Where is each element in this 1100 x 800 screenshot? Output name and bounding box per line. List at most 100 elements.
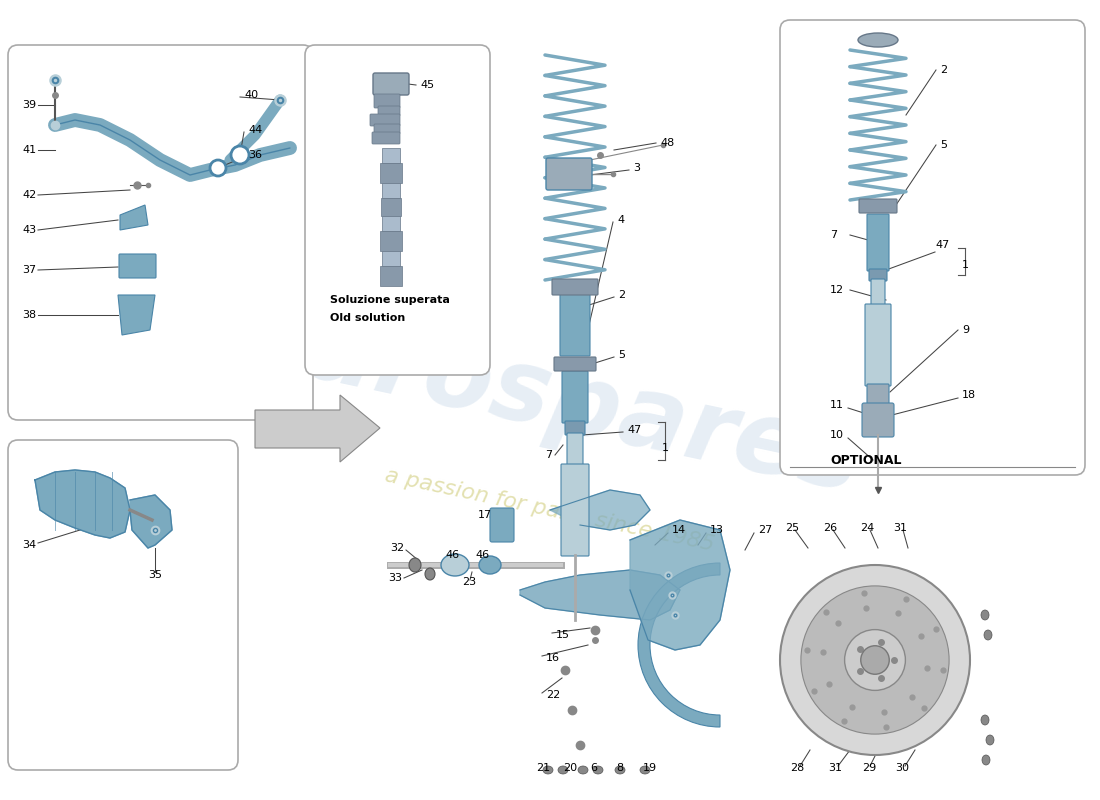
Text: 19: 19 [644, 763, 657, 773]
Text: 47: 47 [935, 240, 949, 250]
Text: Soluzione superata: Soluzione superata [330, 295, 450, 305]
FancyBboxPatch shape [566, 433, 583, 465]
Text: 5: 5 [940, 140, 947, 150]
FancyBboxPatch shape [869, 269, 887, 281]
Text: 21: 21 [536, 763, 550, 773]
Text: 23: 23 [462, 577, 476, 587]
Text: 5: 5 [618, 350, 625, 360]
Text: 2: 2 [618, 290, 625, 300]
Ellipse shape [640, 766, 650, 774]
FancyBboxPatch shape [373, 73, 409, 95]
FancyBboxPatch shape [565, 421, 585, 435]
Text: a passion for parts since 1985: a passion for parts since 1985 [384, 466, 716, 554]
Circle shape [860, 646, 889, 674]
Polygon shape [630, 520, 730, 650]
FancyBboxPatch shape [867, 214, 889, 271]
Text: 29: 29 [862, 763, 877, 773]
Text: 48: 48 [660, 138, 674, 148]
Text: 39: 39 [22, 100, 36, 110]
Text: 31: 31 [893, 523, 907, 533]
Text: 7: 7 [544, 450, 552, 460]
FancyBboxPatch shape [379, 266, 401, 286]
Text: 41: 41 [22, 145, 36, 155]
FancyBboxPatch shape [490, 508, 514, 542]
FancyBboxPatch shape [780, 20, 1085, 475]
FancyBboxPatch shape [862, 403, 894, 437]
Text: 45: 45 [420, 80, 434, 90]
Text: 9: 9 [962, 325, 969, 335]
Polygon shape [35, 470, 130, 538]
Ellipse shape [578, 766, 588, 774]
Ellipse shape [558, 766, 568, 774]
Ellipse shape [478, 556, 500, 574]
Ellipse shape [981, 610, 989, 620]
FancyBboxPatch shape [372, 132, 400, 144]
Text: 25: 25 [785, 523, 799, 533]
Ellipse shape [984, 630, 992, 640]
Text: 26: 26 [823, 523, 837, 533]
Text: 6: 6 [590, 763, 597, 773]
FancyBboxPatch shape [560, 294, 590, 356]
Circle shape [801, 586, 949, 734]
Text: 1: 1 [662, 443, 669, 453]
Text: 43: 43 [22, 225, 36, 235]
FancyBboxPatch shape [859, 199, 896, 213]
Text: 46: 46 [475, 550, 490, 560]
FancyBboxPatch shape [8, 440, 238, 770]
Ellipse shape [441, 554, 469, 576]
Text: 44: 44 [248, 125, 262, 135]
FancyBboxPatch shape [378, 106, 400, 116]
Text: 28: 28 [790, 763, 804, 773]
Text: 17: 17 [478, 510, 492, 520]
FancyBboxPatch shape [374, 124, 400, 134]
Circle shape [780, 565, 970, 755]
Text: 34: 34 [22, 540, 36, 550]
Ellipse shape [543, 766, 553, 774]
Polygon shape [255, 395, 380, 462]
FancyBboxPatch shape [554, 357, 596, 371]
FancyBboxPatch shape [382, 251, 400, 266]
FancyBboxPatch shape [381, 198, 402, 216]
Text: 37: 37 [22, 265, 36, 275]
Text: Old solution: Old solution [330, 313, 405, 323]
Text: 40: 40 [244, 90, 258, 100]
Polygon shape [520, 570, 680, 620]
Polygon shape [120, 205, 148, 230]
Text: 1: 1 [962, 260, 969, 270]
FancyBboxPatch shape [871, 279, 886, 306]
FancyBboxPatch shape [562, 371, 588, 423]
Text: 38: 38 [22, 310, 36, 320]
FancyBboxPatch shape [379, 231, 401, 251]
Ellipse shape [593, 766, 603, 774]
Text: 46: 46 [446, 550, 459, 560]
Circle shape [845, 630, 905, 690]
Circle shape [231, 146, 249, 164]
Ellipse shape [982, 755, 990, 765]
Ellipse shape [425, 568, 435, 580]
Circle shape [210, 160, 225, 176]
Text: 15: 15 [556, 630, 570, 640]
Text: 12: 12 [830, 285, 844, 295]
Text: 4: 4 [617, 215, 624, 225]
FancyBboxPatch shape [119, 254, 156, 278]
Text: 16: 16 [546, 653, 560, 663]
FancyBboxPatch shape [382, 148, 400, 163]
Ellipse shape [986, 735, 994, 745]
FancyBboxPatch shape [561, 464, 588, 556]
Text: 47: 47 [627, 425, 641, 435]
Text: 7: 7 [830, 230, 837, 240]
Text: 10: 10 [830, 430, 844, 440]
FancyBboxPatch shape [379, 163, 401, 183]
FancyBboxPatch shape [8, 45, 313, 420]
FancyBboxPatch shape [867, 384, 889, 406]
Ellipse shape [409, 558, 421, 572]
Text: 18: 18 [962, 390, 976, 400]
Polygon shape [118, 295, 155, 335]
Text: 3: 3 [632, 163, 640, 173]
Text: 33: 33 [388, 573, 401, 583]
Text: 36: 36 [248, 150, 262, 160]
Text: 11: 11 [830, 400, 844, 410]
Polygon shape [130, 495, 172, 548]
Text: 42: 42 [22, 190, 36, 200]
Text: 20: 20 [563, 763, 578, 773]
